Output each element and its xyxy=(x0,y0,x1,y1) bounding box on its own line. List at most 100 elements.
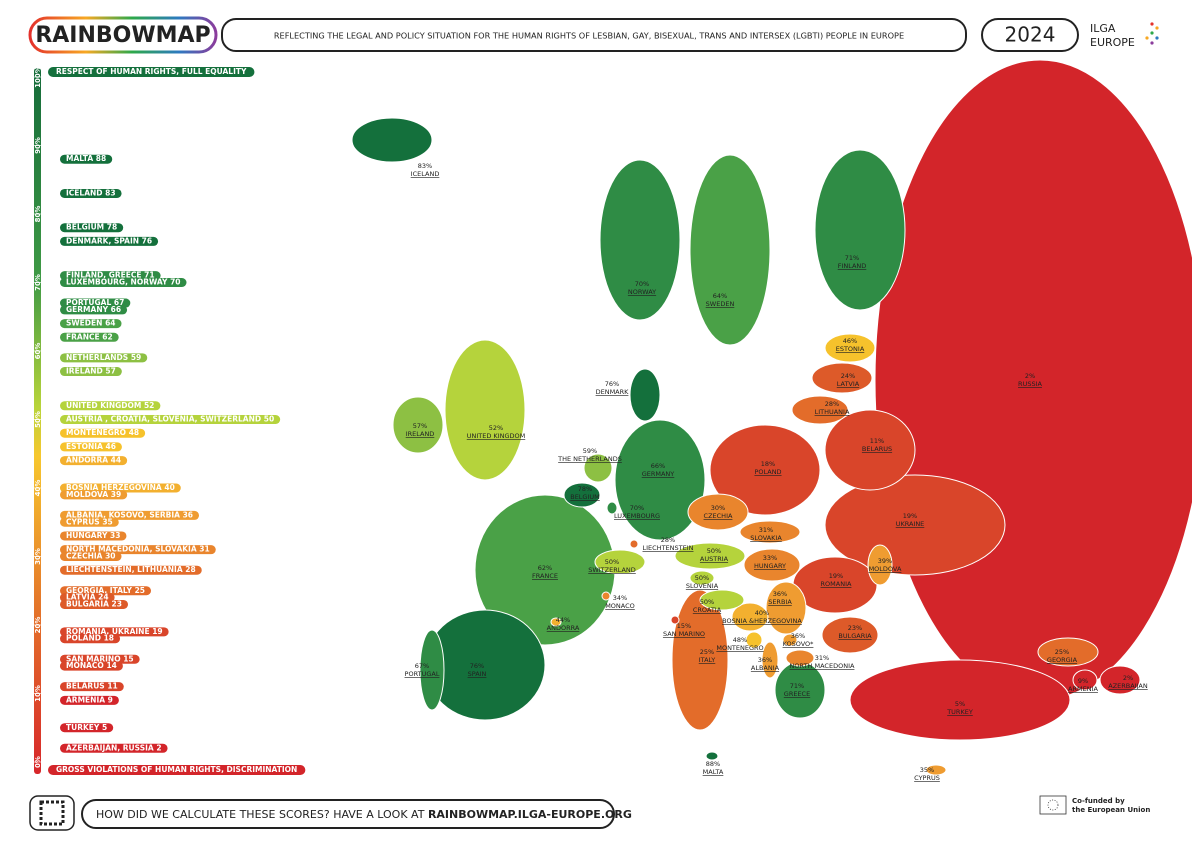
ranking-label: LUXEMBOURG, NORWAY 70 xyxy=(66,278,181,287)
country-shape xyxy=(791,395,849,425)
ranking-entry: BULGARIA 23 xyxy=(60,599,128,609)
ranking-pill xyxy=(60,599,128,609)
ranking-label: ANDORRA 44 xyxy=(66,456,121,465)
country-shape xyxy=(699,589,745,611)
scale-tick-label: 50% xyxy=(34,411,42,428)
ranking-score: 46 xyxy=(106,442,116,451)
country-score: 39% xyxy=(878,557,892,565)
ranking-name: ROMANIA, UKRAINE xyxy=(66,627,150,636)
ranking-name: SAN MARINO xyxy=(66,654,121,663)
ranking-score: 33 xyxy=(110,531,120,540)
footer-question: HOW DID WE CALCULATE THESE SCORES? HAVE … xyxy=(96,808,425,821)
ranking-label: AUSTRIA , CROATIA, SLOVENIA, SWITZERLAND… xyxy=(66,415,274,424)
country-shape xyxy=(782,633,798,647)
ranking-name: MONTENEGRO xyxy=(66,428,126,437)
country-score: 70% xyxy=(635,280,649,288)
country-name: CZECHIA xyxy=(704,512,733,520)
country-shape xyxy=(687,493,749,531)
subtitle-frame xyxy=(221,18,967,52)
ranking-label: ROMANIA, UKRAINE 19 xyxy=(66,627,163,636)
country-shape xyxy=(785,649,815,667)
ranking-label: POLAND 18 xyxy=(66,634,114,643)
country-name: ROMANIA xyxy=(821,580,852,588)
ranking-pill xyxy=(60,545,216,555)
country-score: 19% xyxy=(829,572,843,580)
country-name: MOLDOVA xyxy=(869,565,902,573)
ranking-entry: CYPRUS 35 xyxy=(60,517,119,527)
ranking-name: FRANCE xyxy=(66,332,100,341)
footer-frame[interactable] xyxy=(81,799,615,829)
ranking-pill xyxy=(60,223,124,233)
ranking-name: GEORGIA, ITALY xyxy=(66,586,133,595)
ranking-label: GEORGIA, ITALY 25 xyxy=(66,586,145,595)
ranking-entry: ANDORRA 44 xyxy=(60,456,128,466)
ranking-score: 35 xyxy=(102,517,112,526)
ranking-name: NORTH MACEDONIA, SLOVAKIA xyxy=(66,545,197,554)
ranking-label: AZERBAIJAN, RUSSIA 2 xyxy=(66,743,162,752)
country-score: 50% xyxy=(605,558,619,566)
country-shape xyxy=(849,659,1071,741)
ranking-pill xyxy=(60,661,123,671)
country-score: 83% xyxy=(418,162,432,170)
footer-text: HOW DID WE CALCULATE THESE SCORES? HAVE … xyxy=(96,808,632,821)
scale-tick-label: 70% xyxy=(34,274,42,291)
country-name: MONTENEGRO xyxy=(716,644,763,652)
country-score: 67% xyxy=(415,662,429,670)
scale-tick-label: 0% xyxy=(34,756,42,768)
ranking-name: FINLAND, GREECE xyxy=(66,271,142,280)
ranking-pill xyxy=(60,298,131,308)
ranking-label: ARMENIA 9 xyxy=(66,695,113,704)
ranking-score: 14 xyxy=(106,661,116,670)
country-name: ESTONIA xyxy=(836,345,865,353)
ranking-pill xyxy=(60,586,152,596)
country-name: GERMANY xyxy=(642,470,675,478)
country-shape xyxy=(671,589,729,731)
country-score: 9% xyxy=(1078,677,1088,685)
country-score: 34% xyxy=(613,594,627,602)
country-name: THE NETHERLANDS xyxy=(557,455,622,463)
ranking-name: HUNGARY xyxy=(66,531,108,540)
scale-top-label-pill xyxy=(48,67,255,77)
ranking-label: BELGIUM 78 xyxy=(66,223,117,232)
country-score: 50% xyxy=(695,574,709,582)
country-shape xyxy=(1072,669,1098,691)
country-name: BULGARIA xyxy=(838,632,872,640)
ranking-entry: PORTUGAL 67 xyxy=(60,298,131,308)
scale-tick-label: 60% xyxy=(34,343,42,360)
ranking-label: ALBANIA, KOSOVO, SERBIA 36 xyxy=(66,510,193,519)
ranking-pill xyxy=(60,236,159,246)
ranking-score: 62 xyxy=(102,332,112,341)
ranking-name: ICELAND xyxy=(66,188,103,197)
ranking-entry: LIECHTENSTEIN, LITHUANIA 28 xyxy=(60,565,202,575)
ranking-score: 5 xyxy=(102,723,107,732)
ranking-score: 24 xyxy=(98,593,108,602)
country-name: LATVIA xyxy=(837,380,860,388)
ranking-score: 88 xyxy=(96,154,106,163)
country-name: NORTH MACEDONIA xyxy=(790,662,855,670)
ranking-pill xyxy=(60,367,122,377)
ranking-entry: MALTA 88 xyxy=(60,154,113,164)
country-name: LUXEMBOURG xyxy=(614,512,660,520)
ranking-name: DENMARK, SPAIN xyxy=(66,236,139,245)
country-shape xyxy=(670,615,680,625)
ranking-label: SWEDEN 64 xyxy=(66,319,116,328)
ranking-entry: FRANCE 62 xyxy=(60,332,119,342)
country-name: ANDORRA xyxy=(547,624,580,632)
country-shape xyxy=(606,501,618,515)
ranking-name: CZECHIA xyxy=(66,552,103,561)
country-name: CROATIA xyxy=(693,606,722,614)
ranking-entry: SWEDEN 64 xyxy=(60,319,122,329)
country-shape xyxy=(925,764,947,776)
scale-tick-label: 30% xyxy=(34,548,42,565)
ranking-name: MONACO xyxy=(66,661,104,670)
ranking-pill xyxy=(60,415,281,424)
footer-url[interactable]: RAINBOWMAP.ILGA-EUROPE.ORG xyxy=(428,808,632,821)
country-score: 24% xyxy=(841,372,855,380)
ranking-score: 40 xyxy=(164,483,174,492)
ranking-name: POLAND xyxy=(66,634,101,643)
ranking-pill xyxy=(60,271,161,281)
ranking-entry: POLAND 18 xyxy=(60,634,121,644)
ranking-score: 15 xyxy=(123,654,133,663)
scale-bottom-label-pill xyxy=(48,765,306,775)
